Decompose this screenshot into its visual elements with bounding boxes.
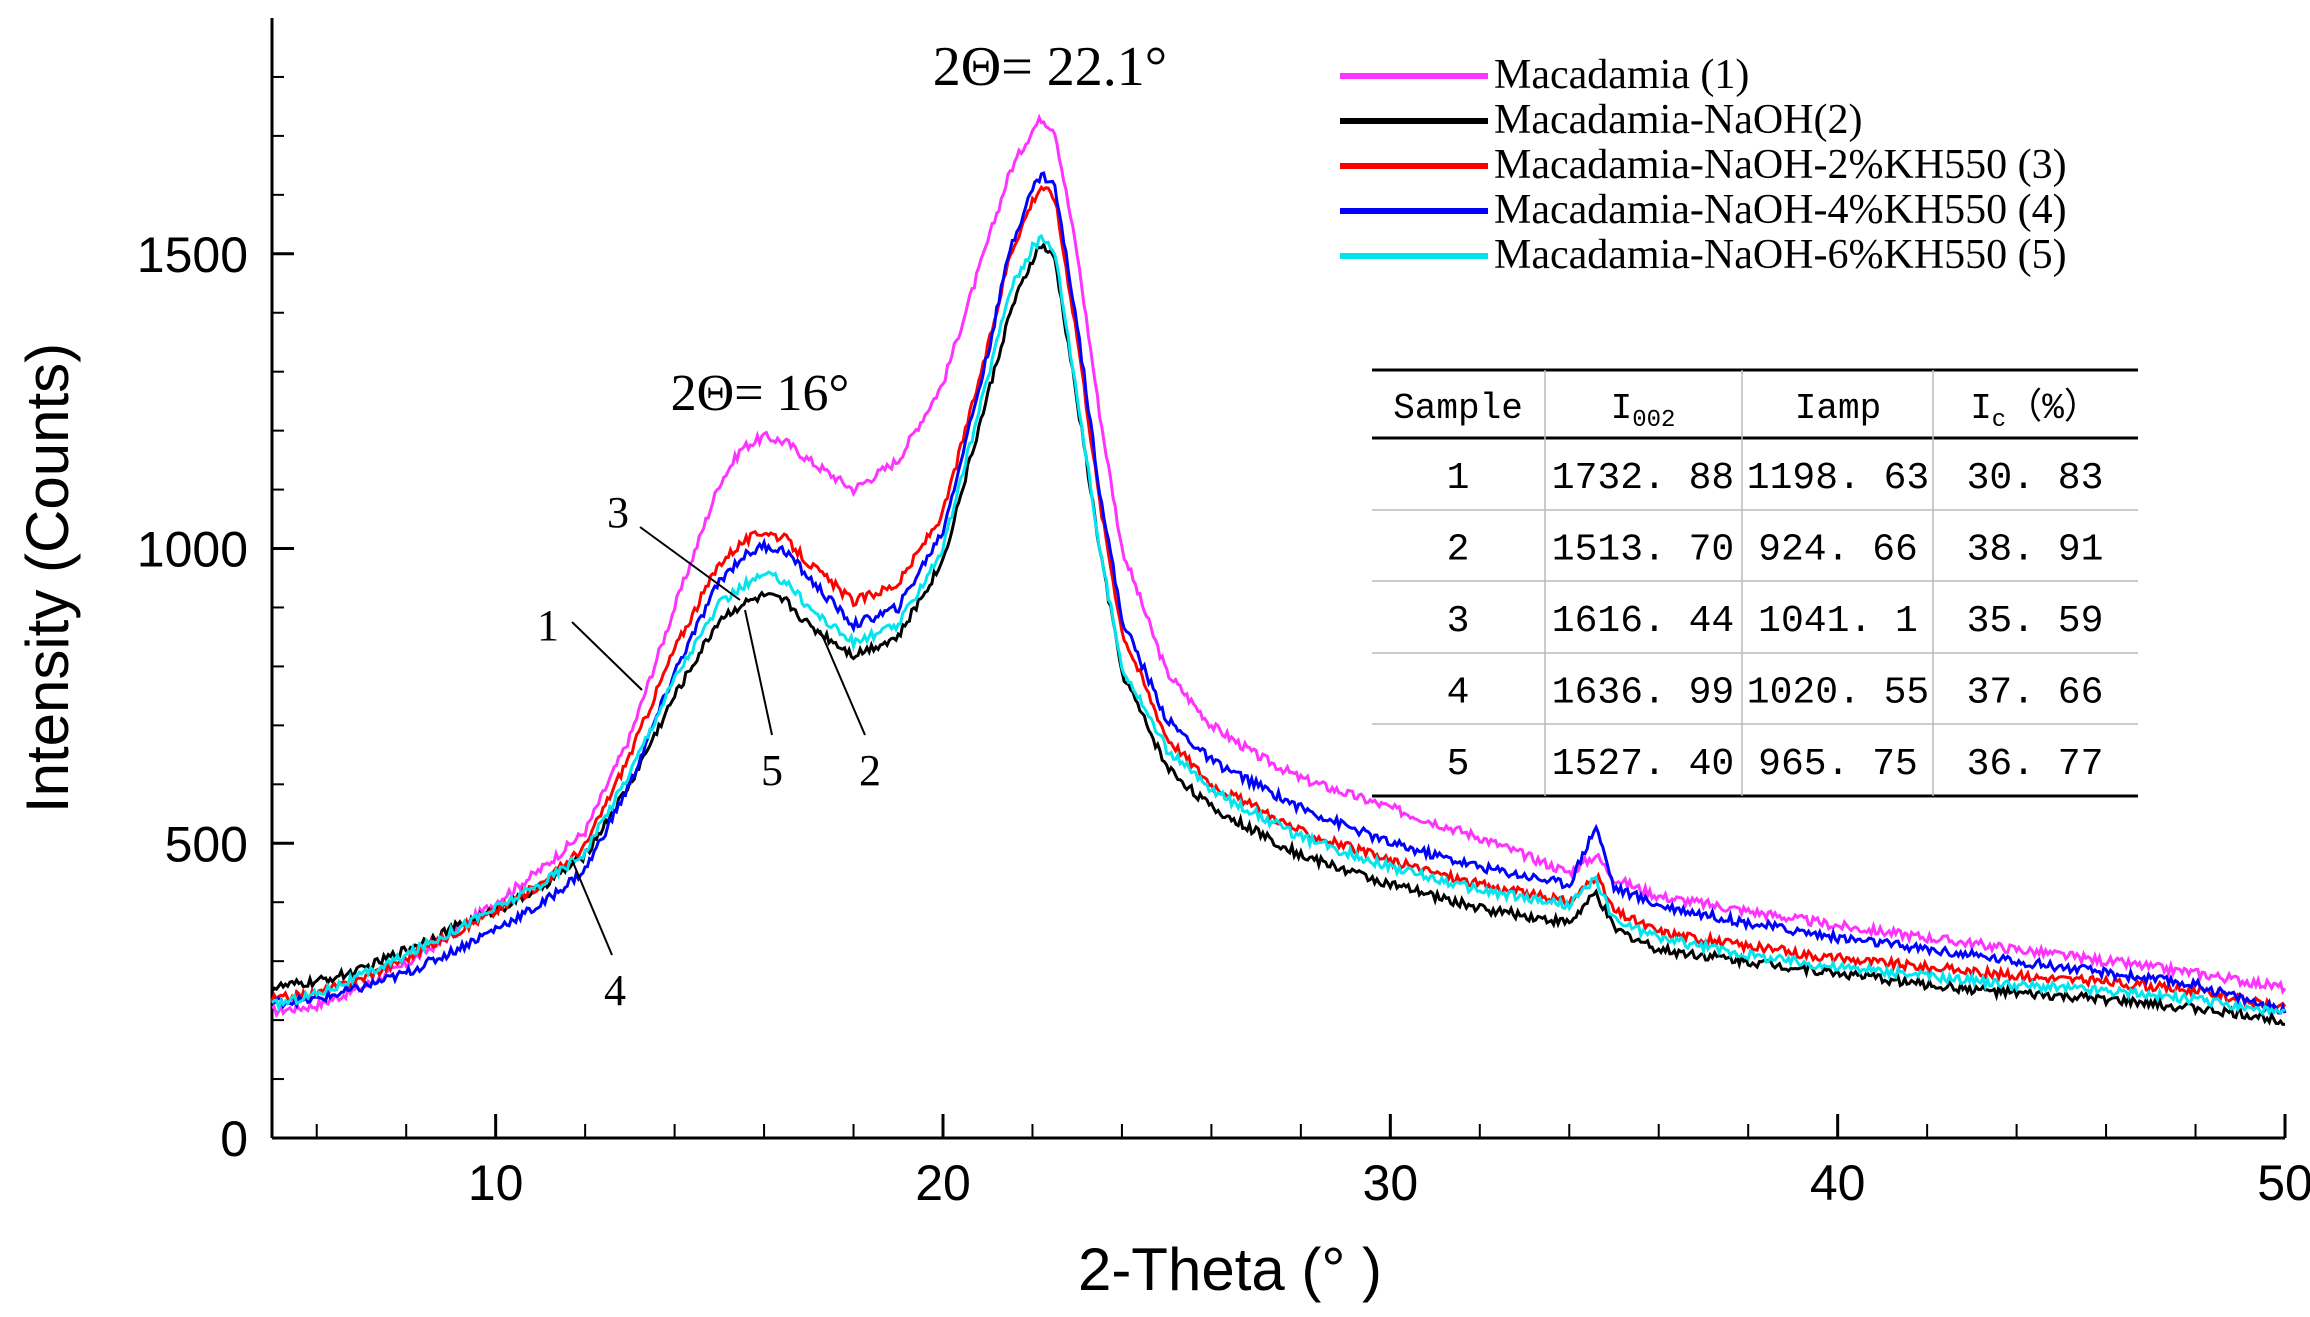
x-tick-label: 20 (915, 1155, 971, 1211)
table-cell: 38. 91 (1967, 529, 2104, 572)
i002-subscript: 002 (1632, 407, 1675, 434)
table-cell: 1636. 99 (1552, 672, 1734, 715)
x-ticks: 10 20 30 40 50 (315, 1114, 2310, 1211)
x-tick-label: 40 (1810, 1155, 1866, 1211)
series-line-4 (271, 171, 2287, 1016)
ic-main: I (1970, 388, 1992, 429)
series-line-5 (270, 233, 2285, 1017)
table-cell: 1513. 70 (1552, 529, 1734, 572)
legend-label-5: Macadamia-NaOH-6%KH550 (5) (1494, 232, 2067, 278)
callout-5-leader (744, 609, 773, 736)
legend-label-2: Macadamia-NaOH(2) (1494, 97, 1862, 143)
table-header-iamp: Iamp (1795, 388, 1881, 429)
table-header-sample: Sample (1393, 388, 1523, 429)
series-line-3 (270, 184, 2287, 1012)
series-line-1 (271, 113, 2287, 1019)
x-axis-label: 2-Theta (° ) (1078, 1236, 1382, 1303)
series-group (270, 113, 2287, 1026)
ic-subscript: c (1992, 407, 2006, 434)
y-axis-label: Intensity (Counts) (14, 343, 81, 813)
legend-label-3: Macadamia-NaOH-2%KH550 (3) (1494, 142, 2067, 188)
callout-4: 4 (571, 859, 626, 1015)
y-tick-label: 0 (220, 1111, 248, 1167)
table-cell: 1616. 44 (1552, 600, 1734, 643)
table-cell: 35. 59 (1967, 600, 2104, 643)
table-cell: 37. 66 (1967, 672, 2104, 715)
callout-2: 2 (819, 629, 881, 795)
table-cell: 1732. 88 (1552, 457, 1734, 500)
callout-3-leader (639, 526, 741, 601)
table-cell: 4 (1447, 672, 1470, 715)
peak-secondary-annotation: 2Θ= 16° (671, 365, 850, 422)
callout-1: 1 (537, 601, 643, 691)
x-tick-label: 10 (468, 1155, 524, 1211)
table-cell: 1041. 1 (1758, 600, 1918, 643)
callout-4-label: 4 (604, 966, 626, 1015)
table-body: 1 1732. 88 1198. 63 30. 83 2 1513. 70 924. 66 3… (1447, 457, 2104, 786)
callout-3: 3 (607, 488, 741, 601)
table-cell: 1198. 63 (1747, 457, 1929, 500)
peak-main-annotation: 2Θ= 22.1° (933, 36, 1167, 98)
inset-table: Sample I002 Iamp Ic（%） 1 1732. 88 1198. 63… (1372, 368, 2138, 798)
callout-1-label: 1 (537, 601, 559, 650)
y-tick-label: 1500 (137, 227, 248, 283)
callout-5-label: 5 (761, 746, 783, 795)
table-cell: 1527. 40 (1552, 743, 1734, 786)
table-cell: 3 (1447, 600, 1470, 643)
callout-4-leader (571, 859, 613, 956)
table-cell: 1020. 55 (1747, 672, 1929, 715)
table-header-ic: Ic（%） (1970, 386, 2100, 434)
x-tick-label: 50 (2257, 1155, 2310, 1211)
legend-label-4: Macadamia-NaOH-4%KH550 (4) (1494, 187, 2067, 233)
callout-2-label: 2 (859, 746, 881, 795)
table-cell: 36. 77 (1967, 743, 2104, 786)
i002-main: I (1611, 388, 1633, 429)
x-tick-label: 30 (1363, 1155, 1419, 1211)
callout-1-leader (571, 621, 643, 691)
legend-label-1: Macadamia (1) (1494, 52, 1749, 98)
table-cell: 2 (1447, 529, 1470, 572)
y-tick-label: 500 (165, 816, 248, 872)
table-cell: 30. 83 (1967, 457, 2104, 500)
callout-3-label: 3 (607, 488, 629, 537)
table-cell: 5 (1447, 743, 1470, 786)
callout-5: 5 (744, 609, 783, 795)
table-cell: 965. 75 (1758, 743, 1918, 786)
table-cell: 1 (1447, 457, 1470, 500)
y-tick-label: 1000 (137, 522, 248, 578)
table-cell: 924. 66 (1758, 529, 1918, 572)
callout-2-leader (819, 629, 866, 736)
table-header-i002: I002 (1611, 388, 1676, 434)
y-ticks: 0 500 1000 1500 (137, 75, 294, 1167)
ic-unit: （%） (2006, 386, 2100, 429)
legend: Macadamia (1)Macadamia-NaOH(2)Macadamia-… (1340, 52, 2067, 278)
